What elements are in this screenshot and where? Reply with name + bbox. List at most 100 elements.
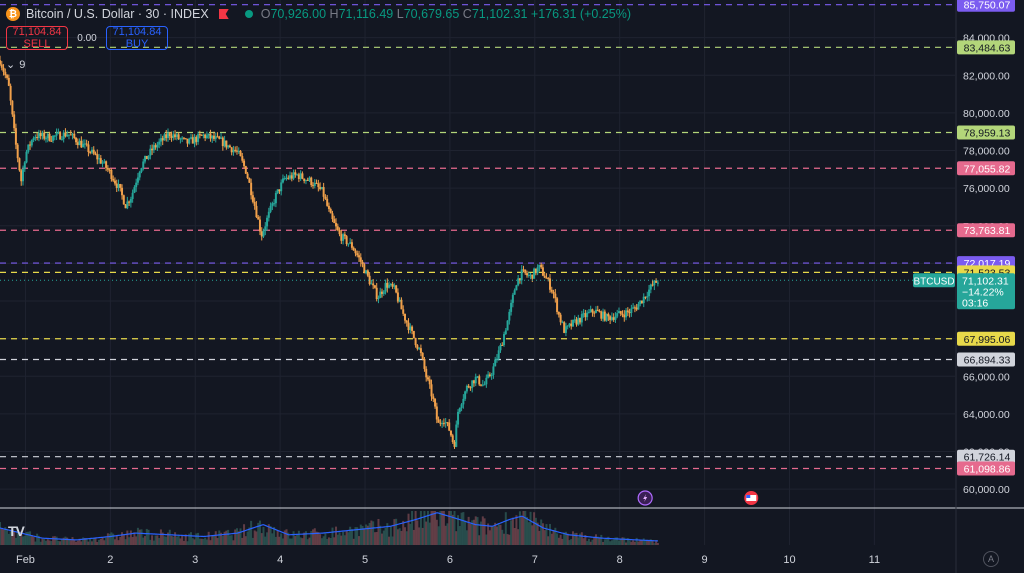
candle-body — [52, 135, 55, 141]
volume-bar — [388, 536, 391, 545]
candle-body — [426, 377, 429, 380]
candle-body — [566, 325, 569, 327]
candle-body — [508, 311, 511, 321]
candle-body — [386, 282, 389, 288]
tradingview-logo[interactable]: TV — [8, 523, 25, 539]
volume-bar — [497, 524, 500, 545]
volume-bar — [617, 540, 620, 545]
volume-bar — [572, 531, 574, 545]
volume-bar — [52, 536, 55, 545]
volume-bar — [653, 543, 656, 545]
price-axis[interactable]: 60,000.0062,000.0064,000.0066,000.0068,0… — [957, 0, 1015, 496]
candle-body — [7, 77, 10, 86]
volume-bar — [616, 537, 619, 545]
candle-body — [83, 143, 86, 145]
symbol-title[interactable]: Bitcoin / U.S. Dollar · 30 · INDEX — [26, 7, 209, 21]
volume-bar — [262, 526, 265, 545]
volume-bar — [379, 525, 382, 545]
candle-body — [610, 317, 613, 320]
volume-bar — [487, 523, 490, 545]
volume-bar — [478, 535, 481, 545]
volume-bar — [421, 527, 424, 545]
candle-body — [59, 132, 62, 140]
volume-bar — [488, 530, 491, 545]
candle-body — [283, 178, 286, 180]
volume-bar — [278, 536, 281, 545]
volume-bar — [220, 532, 223, 545]
candle-body — [174, 134, 177, 138]
volume-bar — [515, 515, 518, 545]
volume-bar — [43, 539, 46, 545]
candle-body — [343, 234, 346, 237]
candle-body — [527, 275, 530, 277]
market-status-icon[interactable] — [244, 10, 253, 18]
volume-bar — [591, 539, 594, 545]
volume-bar — [589, 541, 592, 545]
volume-bar — [534, 517, 537, 545]
candle-body — [204, 134, 207, 139]
volume-bar — [18, 532, 21, 545]
volume-bar — [557, 537, 560, 545]
volume-bar — [67, 539, 70, 545]
candle-body — [220, 137, 223, 139]
volume-bar — [377, 518, 380, 545]
volume-bar — [230, 535, 233, 545]
volume-bar — [416, 520, 419, 545]
candle-body — [294, 172, 297, 175]
candle-body — [388, 284, 391, 288]
us-flag-event-icon[interactable] — [744, 491, 759, 505]
candle-body — [138, 171, 141, 178]
volume-bar — [75, 541, 78, 545]
time-axis[interactable]: Feb 2 3 4 5 6 7 8 9 10 11 — [16, 554, 880, 566]
volume-bar — [655, 540, 658, 545]
volume-bar — [414, 511, 417, 545]
candle-body — [182, 137, 185, 139]
volume-bar — [37, 535, 40, 545]
candle-body — [241, 156, 244, 161]
current-price-value: 71,102.31 — [962, 275, 1009, 287]
close-value: 71,102.31 — [471, 7, 528, 21]
volume-bar — [598, 537, 601, 545]
price-tick-label: 60,000.00 — [963, 484, 1010, 496]
sell-button[interactable]: 71,104.84 SELL — [6, 26, 68, 50]
low-label: L — [396, 7, 404, 21]
volume-bar — [437, 526, 440, 545]
indicators-toggle[interactable]: ⌄ 9 — [6, 58, 25, 72]
candle-body — [359, 257, 362, 262]
candle-body — [30, 140, 33, 146]
volume-bar — [237, 531, 240, 545]
candle-body — [221, 137, 224, 147]
volume-bar — [218, 530, 221, 545]
candle-body — [46, 133, 49, 139]
candle-body — [154, 145, 157, 148]
auto-scale-icon[interactable]: A — [983, 551, 999, 567]
event-markers[interactable] — [637, 490, 759, 506]
symbol-header[interactable]: ₿ Bitcoin / U.S. Dollar · 30 · INDEX O70… — [0, 0, 631, 28]
price-tick-label: 66,000.00 — [963, 371, 1010, 383]
candle-body — [209, 133, 212, 139]
candle-body — [414, 338, 417, 346]
candle-body — [18, 158, 21, 171]
volume-bar — [303, 532, 306, 545]
volume-bar — [92, 538, 95, 545]
candle-body — [381, 291, 383, 294]
buy-button[interactable]: 71,104.84 BUY — [106, 26, 168, 50]
candle-body — [198, 134, 201, 136]
candle-body — [43, 132, 46, 139]
volume-bar — [368, 522, 371, 545]
time-tick-label: 8 — [617, 554, 623, 566]
candle-body — [425, 368, 428, 378]
volume-bar — [354, 527, 357, 545]
volume-bar — [389, 526, 392, 545]
candle-body — [36, 137, 39, 139]
candle-body — [580, 314, 583, 323]
volume-bar — [402, 520, 405, 545]
volume-bar — [319, 534, 322, 545]
volume-bar — [370, 520, 373, 545]
flag-icon[interactable] — [218, 9, 229, 19]
candle-body — [301, 173, 304, 179]
lightning-event-icon[interactable] — [637, 490, 653, 506]
candle-body — [0, 60, 1, 65]
candle-body — [94, 153, 97, 155]
